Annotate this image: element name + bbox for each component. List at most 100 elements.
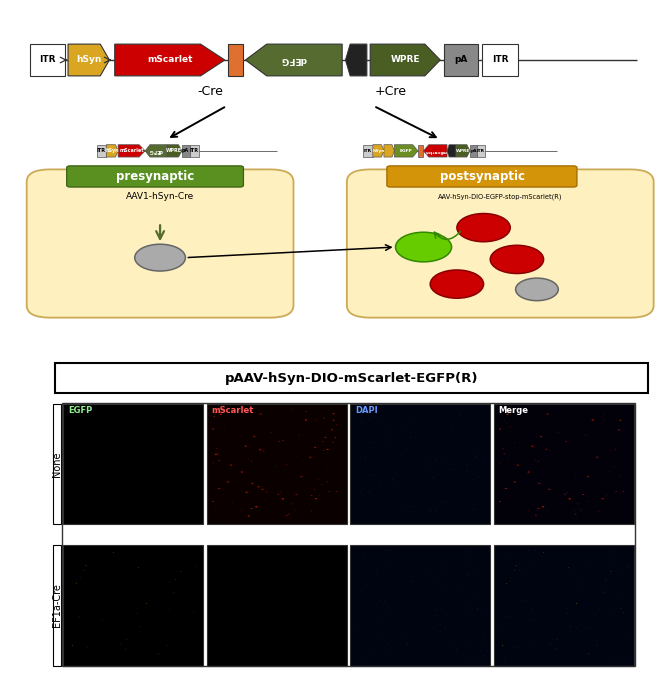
Text: ITR: ITR bbox=[189, 148, 199, 154]
Circle shape bbox=[245, 492, 248, 493]
Circle shape bbox=[335, 437, 336, 438]
Polygon shape bbox=[370, 44, 440, 76]
Circle shape bbox=[332, 441, 334, 443]
FancyBboxPatch shape bbox=[347, 170, 654, 318]
Circle shape bbox=[538, 461, 539, 462]
Bar bbox=[363, 145, 373, 157]
Bar bbox=[482, 44, 518, 76]
Text: None: None bbox=[53, 451, 62, 477]
Circle shape bbox=[311, 495, 313, 496]
Circle shape bbox=[286, 515, 287, 516]
Text: pA: pA bbox=[454, 55, 468, 64]
Circle shape bbox=[546, 414, 548, 415]
Bar bbox=[470, 145, 477, 157]
Text: WPRE: WPRE bbox=[456, 149, 470, 153]
Text: presynaptic: presynaptic bbox=[116, 170, 195, 183]
Polygon shape bbox=[447, 145, 456, 157]
Circle shape bbox=[457, 214, 510, 242]
Circle shape bbox=[247, 516, 249, 517]
Circle shape bbox=[212, 428, 214, 430]
Text: DAPI: DAPI bbox=[355, 406, 378, 415]
Text: pAAV-hSyn-DIO-mScarlet-EGFP(R): pAAV-hSyn-DIO-mScarlet-EGFP(R) bbox=[225, 372, 478, 385]
Text: mScarlet: mScarlet bbox=[424, 149, 446, 153]
Text: EGFP: EGFP bbox=[400, 149, 412, 153]
Circle shape bbox=[215, 412, 217, 413]
Circle shape bbox=[248, 515, 250, 516]
Circle shape bbox=[241, 471, 243, 473]
Circle shape bbox=[430, 270, 484, 298]
Polygon shape bbox=[384, 145, 394, 157]
Circle shape bbox=[277, 494, 279, 495]
Circle shape bbox=[538, 483, 540, 484]
Polygon shape bbox=[373, 145, 384, 157]
Polygon shape bbox=[424, 145, 447, 157]
Circle shape bbox=[251, 461, 252, 462]
Polygon shape bbox=[245, 44, 342, 76]
Text: AAV-hSyn-DIO-EGFP-stop-mScarlet(R): AAV-hSyn-DIO-EGFP-stop-mScarlet(R) bbox=[438, 194, 562, 200]
Circle shape bbox=[326, 449, 328, 450]
Circle shape bbox=[490, 245, 544, 273]
Text: hSyn: hSyn bbox=[105, 148, 119, 154]
Circle shape bbox=[215, 454, 217, 455]
Circle shape bbox=[540, 436, 542, 437]
Circle shape bbox=[253, 436, 255, 437]
Text: +Cre: +Cre bbox=[374, 85, 406, 98]
Text: EGFP: EGFP bbox=[68, 406, 92, 415]
Bar bbox=[350, 545, 490, 666]
Circle shape bbox=[546, 449, 548, 450]
Circle shape bbox=[499, 428, 501, 430]
Text: AAV1-hSyn-Cre: AAV1-hSyn-Cre bbox=[126, 192, 194, 201]
Bar bbox=[477, 145, 485, 157]
Polygon shape bbox=[106, 145, 118, 157]
Text: -Cre: -Cre bbox=[197, 85, 223, 98]
Polygon shape bbox=[346, 44, 367, 76]
Text: ITR: ITR bbox=[39, 55, 55, 64]
Circle shape bbox=[305, 419, 307, 421]
Circle shape bbox=[263, 450, 265, 452]
Circle shape bbox=[323, 418, 325, 419]
Circle shape bbox=[499, 501, 501, 502]
Bar bbox=[55, 363, 648, 393]
Bar bbox=[182, 145, 189, 157]
Circle shape bbox=[281, 498, 284, 500]
Bar bbox=[207, 545, 347, 666]
Bar bbox=[207, 404, 347, 524]
Polygon shape bbox=[118, 145, 145, 157]
Circle shape bbox=[548, 489, 550, 490]
Text: dEFG: dEFG bbox=[149, 148, 163, 154]
Circle shape bbox=[516, 278, 558, 301]
Circle shape bbox=[217, 453, 219, 455]
Bar bbox=[53, 545, 61, 666]
Circle shape bbox=[616, 491, 617, 492]
Text: ITR: ITR bbox=[477, 149, 485, 153]
Circle shape bbox=[528, 471, 530, 473]
Circle shape bbox=[620, 420, 621, 421]
Circle shape bbox=[535, 515, 537, 516]
Text: pA: pA bbox=[182, 148, 189, 154]
Circle shape bbox=[245, 446, 247, 447]
Circle shape bbox=[506, 414, 509, 415]
Circle shape bbox=[251, 508, 253, 509]
Circle shape bbox=[287, 513, 289, 515]
Polygon shape bbox=[115, 44, 225, 76]
Text: pA: pA bbox=[470, 149, 477, 153]
Circle shape bbox=[218, 488, 220, 489]
Circle shape bbox=[251, 483, 253, 484]
Circle shape bbox=[331, 429, 333, 430]
Text: mScarlet: mScarlet bbox=[211, 406, 254, 415]
Circle shape bbox=[219, 414, 222, 415]
Circle shape bbox=[582, 494, 584, 495]
Bar bbox=[63, 545, 203, 666]
Circle shape bbox=[505, 488, 507, 489]
Circle shape bbox=[333, 420, 334, 421]
Circle shape bbox=[329, 491, 330, 492]
Circle shape bbox=[282, 439, 284, 441]
Bar bbox=[494, 545, 634, 666]
Circle shape bbox=[332, 413, 335, 415]
Circle shape bbox=[504, 453, 506, 455]
Circle shape bbox=[315, 498, 317, 500]
Bar bbox=[494, 404, 634, 524]
Circle shape bbox=[135, 244, 185, 271]
Circle shape bbox=[532, 446, 534, 447]
Text: dEFG: dEFG bbox=[281, 55, 307, 64]
